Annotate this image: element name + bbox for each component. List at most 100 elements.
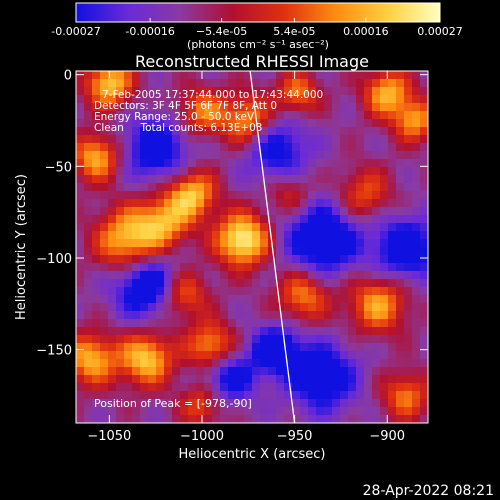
heatmap-cell — [140, 191, 149, 200]
heatmap-cell — [252, 239, 261, 248]
heatmap-cell — [340, 135, 349, 144]
heatmap-cell — [252, 143, 261, 152]
heatmap-cell — [300, 207, 309, 216]
heatmap-cell — [348, 231, 357, 240]
heatmap-cell — [316, 135, 325, 144]
heatmap-cell — [92, 231, 101, 240]
heatmap-cell — [332, 279, 341, 288]
heatmap-cell — [412, 263, 421, 272]
heatmap-cell — [380, 391, 389, 400]
heatmap-cell — [236, 95, 245, 104]
heatmap-cell — [252, 375, 261, 384]
heatmap-cell — [308, 111, 317, 120]
heatmap-cell — [372, 311, 381, 320]
heatmap-cell — [116, 231, 125, 240]
heatmap-cell — [196, 407, 205, 416]
heatmap-cell — [196, 167, 205, 176]
heatmap-cell — [124, 247, 133, 256]
heatmap-cell — [244, 207, 253, 216]
heatmap-cell — [228, 271, 237, 280]
heatmap-cell — [372, 135, 381, 144]
heatmap-cell — [76, 215, 85, 224]
heatmap-cell — [276, 231, 285, 240]
heatmap-cell — [364, 175, 373, 184]
heatmap-cell — [300, 367, 309, 376]
heatmap-cell — [420, 327, 428, 336]
heatmap-cell — [340, 367, 349, 376]
heatmap-cell — [292, 367, 301, 376]
heatmap-cell — [236, 247, 245, 256]
heatmap-cell — [212, 135, 221, 144]
heatmap-cell — [332, 255, 341, 264]
heatmap-cell — [220, 279, 229, 288]
heatmap-cell — [220, 319, 229, 328]
heatmap-cell — [340, 343, 349, 352]
heatmap-cell — [308, 407, 317, 416]
heatmap-cell — [332, 399, 341, 408]
heatmap-cell — [220, 399, 229, 408]
heatmap-cell — [236, 319, 245, 328]
heatmap-cell — [236, 231, 245, 240]
heatmap-cell — [228, 263, 237, 272]
heatmap-cell — [260, 199, 269, 208]
heatmap-cell — [228, 327, 237, 336]
heatmap-cell — [108, 343, 117, 352]
heatmap-cell — [404, 343, 413, 352]
heatmap-cell — [124, 143, 133, 152]
heatmap-cell — [308, 143, 317, 152]
heatmap-cell — [380, 279, 389, 288]
heatmap-cell — [196, 143, 205, 152]
heatmap-cell — [220, 263, 229, 272]
heatmap-cell — [308, 375, 317, 384]
heatmap-cell — [380, 247, 389, 256]
heatmap-cell — [332, 191, 341, 200]
heatmap-cell — [308, 391, 317, 400]
heatmap-cell — [156, 415, 165, 423]
heatmap-cell — [220, 375, 229, 384]
heatmap-cell — [132, 223, 141, 232]
heatmap-cell — [308, 343, 317, 352]
heatmap-cell — [196, 151, 205, 160]
heatmap-cell — [364, 399, 373, 408]
heatmap-cell — [276, 375, 285, 384]
heatmap-cell — [108, 199, 117, 208]
heatmap-cell — [348, 79, 357, 88]
heatmap-cell — [172, 191, 181, 200]
heatmap-cell — [164, 327, 173, 336]
heatmap-cell — [148, 287, 157, 296]
heatmap-cell — [372, 79, 381, 88]
heatmap-cell — [356, 111, 365, 120]
y-axis-ticks: 0−50−100−150 — [36, 69, 428, 359]
heatmap-cell — [100, 223, 109, 232]
heatmap-cell — [276, 383, 285, 392]
heatmap-cell — [204, 191, 213, 200]
heatmap-cell — [124, 215, 133, 224]
heatmap-cell — [132, 167, 141, 176]
heatmap-cell — [148, 143, 157, 152]
heatmap-cell — [404, 247, 413, 256]
heatmap-cell — [236, 79, 245, 88]
heatmap-cell — [300, 279, 309, 288]
heatmap-cell — [164, 319, 173, 328]
heatmap-cell — [292, 351, 301, 360]
heatmap-cell — [284, 263, 293, 272]
heatmap-cell — [348, 391, 357, 400]
heatmap-cell — [308, 359, 317, 368]
heatmap-cell — [108, 407, 117, 416]
heatmap-cell — [380, 159, 389, 168]
heatmap-cell — [300, 87, 309, 96]
heatmap-cell — [372, 71, 381, 80]
heatmap-cell — [172, 239, 181, 248]
heatmap-cell — [388, 87, 397, 96]
heatmap-cell — [172, 415, 181, 423]
heatmap-cell — [236, 407, 245, 416]
heatmap-cell — [172, 175, 181, 184]
heatmap-cell — [316, 279, 325, 288]
heatmap-cell — [108, 311, 117, 320]
heatmap-cell — [76, 311, 85, 320]
heatmap-cell — [292, 71, 301, 80]
heatmap-cell — [372, 231, 381, 240]
heatmap-cell — [188, 287, 197, 296]
heatmap-cell — [316, 399, 325, 408]
